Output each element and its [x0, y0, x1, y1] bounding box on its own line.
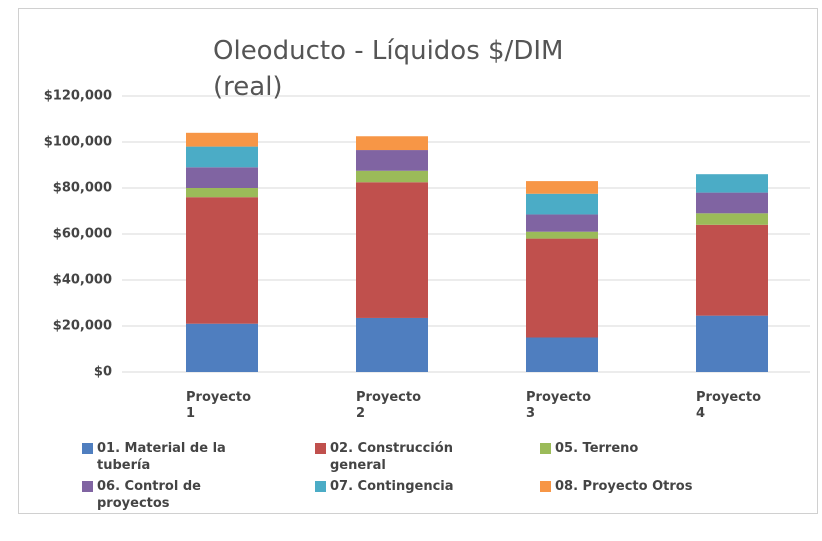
bar-segment [696, 192, 768, 214]
y-tick-label: $60,000 [53, 227, 112, 242]
bar-segment [526, 337, 598, 372]
legend-swatch [315, 481, 326, 492]
y-tick-label: $100,000 [44, 135, 112, 150]
bar-segment [526, 193, 598, 215]
legend-label: 08. Proyecto Otros [555, 479, 693, 494]
bar-segment [696, 213, 768, 225]
legend-swatch [82, 443, 93, 454]
bar-segment [186, 323, 258, 372]
x-tick-label: Proyecto 3 [526, 390, 592, 421]
legend-swatch [540, 481, 551, 492]
chart-frame [18, 8, 818, 514]
bar-segment [356, 150, 428, 171]
legend-label: 02. Construcción general [330, 441, 453, 473]
bar-segment [186, 146, 258, 168]
bar-segment [186, 197, 258, 324]
bar-segment [356, 136, 428, 151]
legend-swatch [315, 443, 326, 454]
y-tick-label: $120,000 [44, 89, 112, 104]
bar-segment [526, 231, 598, 239]
bar-segment [186, 167, 258, 188]
legend-label: 01. Material de la tubería [97, 441, 226, 473]
x-tick-label: Proyecto 1 [186, 390, 252, 421]
x-tick-label: Proyecto 4 [696, 390, 762, 421]
x-tick-label: Proyecto 2 [356, 390, 422, 421]
y-tick-label: $20,000 [53, 319, 112, 334]
bar-segment [696, 224, 768, 316]
legend-label: 06. Control de proyectos [97, 479, 201, 511]
legend-swatch [82, 481, 93, 492]
chart-title: Oleoducto - Líquidos $/DIM (real) [213, 36, 564, 102]
bar-segment [526, 238, 598, 338]
bar-segment [526, 181, 598, 194]
bar-segment [186, 188, 258, 198]
bar-segment [356, 182, 428, 318]
bar-segment [696, 174, 768, 193]
bar-segment [186, 132, 258, 147]
y-tick-label: $80,000 [53, 181, 112, 196]
y-tick-label: $0 [94, 365, 112, 380]
bar-segment [356, 170, 428, 183]
legend-label: 05. Terreno [555, 441, 639, 456]
legend-label: 07. Contingencia [330, 479, 454, 494]
bar-segment [356, 317, 428, 372]
bar-segment [696, 315, 768, 372]
y-tick-label: $40,000 [53, 273, 112, 288]
bar-segment [526, 214, 598, 232]
legend-swatch [540, 443, 551, 454]
